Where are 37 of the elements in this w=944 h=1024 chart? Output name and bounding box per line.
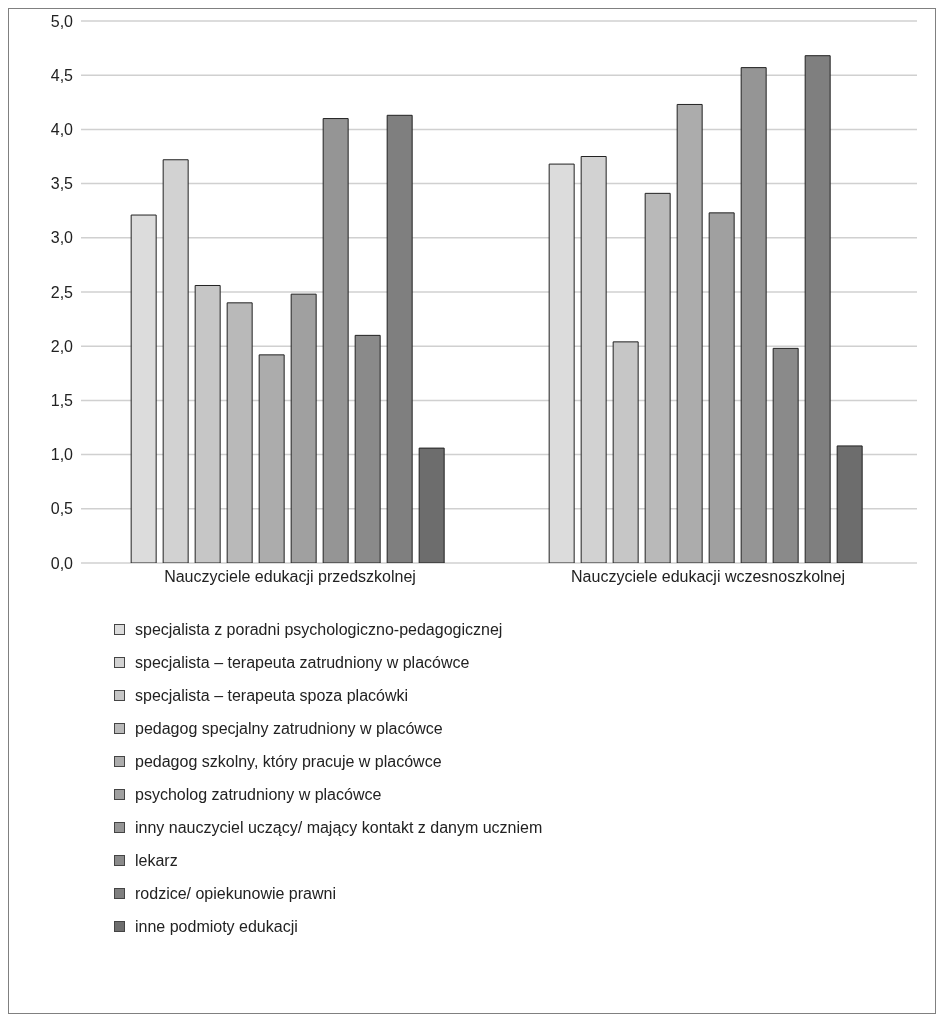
legend-label: lekarz <box>135 851 178 870</box>
y-tick-label: 4,5 <box>50 66 74 84</box>
bar <box>226 302 253 563</box>
bar <box>418 447 445 563</box>
y-tick-label: 1,5 <box>50 392 74 410</box>
bar <box>708 212 735 563</box>
bar <box>386 114 413 563</box>
legend-label: rodzice/ opiekunowie prawni <box>135 884 336 903</box>
y-tick-label: 2,0 <box>50 337 74 355</box>
y-tick-label: 1,0 <box>50 446 74 464</box>
bar <box>676 103 703 563</box>
legend-label: inny nauczyciel uczący/ mający kontakt z danym uczniem <box>135 818 543 837</box>
legend-label: specjalista – terapeuta spoza placówki <box>135 686 409 705</box>
bar <box>354 334 381 563</box>
y-tick-label: 4,0 <box>50 121 74 139</box>
y-tick-label: 5,0 <box>50 12 74 30</box>
bar <box>644 192 671 563</box>
x-tick-label: Nauczyciele edukacji wczesnoszkolnej <box>571 568 845 586</box>
bar <box>290 293 317 563</box>
y-tick-label: 2,5 <box>50 283 74 301</box>
y-tick-label: 3,5 <box>50 175 74 193</box>
x-tick-label: Nauczyciele edukacji przedszkolnej <box>164 568 416 586</box>
y-tick-label: 0,0 <box>50 554 74 572</box>
legend-label: specjalista z poradni psychologiczno-pedagogicznej <box>135 620 503 639</box>
bar <box>804 55 831 563</box>
legend-label: inne podmioty edukacji <box>135 917 298 936</box>
legend-label: psycholog zatrudniony w placówce <box>135 785 382 804</box>
legend-label: specjalista – terapeuta zatrudniony w placówce <box>135 653 470 672</box>
bar <box>322 118 349 563</box>
y-tick-label: 0,5 <box>50 500 74 518</box>
bar <box>836 445 863 563</box>
legend-label: pedagog szkolny, który pracuje w placówce <box>135 752 442 771</box>
bar <box>772 347 799 563</box>
legend-label: pedagog specjalny zatrudniony w placówce <box>135 719 443 738</box>
bar <box>740 67 767 563</box>
y-tick-label: 3,0 <box>50 229 74 247</box>
bar <box>258 354 285 563</box>
